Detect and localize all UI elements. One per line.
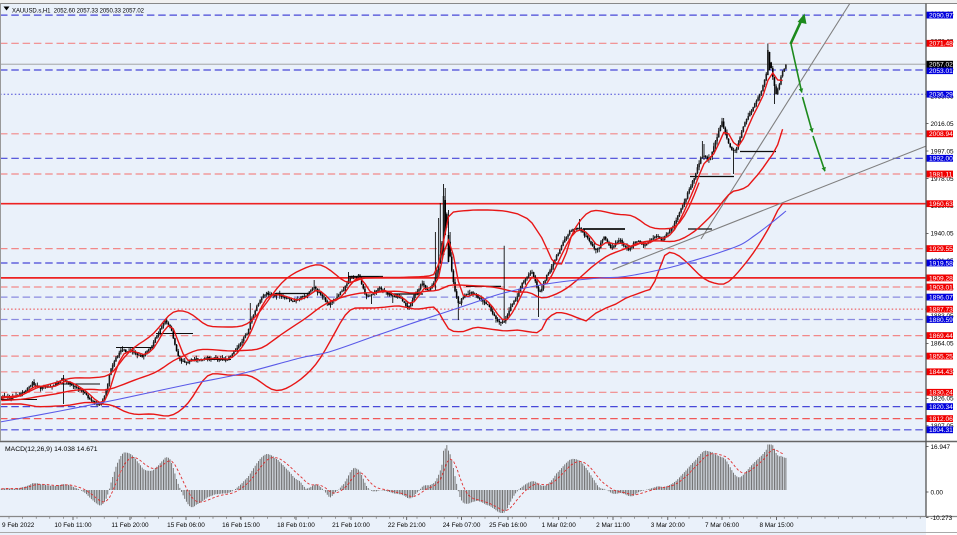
- svg-text:2008.94: 2008.94: [929, 131, 953, 138]
- svg-text:1919.58: 1919.58: [929, 260, 953, 267]
- svg-text:2016.05: 2016.05: [931, 121, 955, 128]
- svg-text:8 Mar 15:00: 8 Mar 15:00: [759, 522, 794, 529]
- svg-text:1981.11: 1981.11: [929, 171, 953, 178]
- svg-text:1960.63: 1960.63: [929, 201, 953, 208]
- svg-text:1864.05: 1864.05: [931, 341, 955, 348]
- svg-text:16 Feb 15:00: 16 Feb 15:00: [222, 522, 260, 529]
- svg-text:15 Feb 06:00: 15 Feb 06:00: [167, 522, 205, 529]
- svg-text:1830.24: 1830.24: [929, 390, 953, 397]
- svg-text:16.947: 16.947: [931, 444, 951, 451]
- svg-text:1844.43: 1844.43: [929, 369, 953, 376]
- svg-text:1855.25: 1855.25: [929, 354, 953, 361]
- svg-text:1804.31: 1804.31: [929, 427, 953, 434]
- svg-text:MACD(12,26,9) 14.038 14.671: MACD(12,26,9) 14.038 14.671: [5, 446, 98, 453]
- svg-text:24 Feb 07:00: 24 Feb 07:00: [443, 522, 481, 529]
- svg-text:1812.06: 1812.06: [929, 416, 953, 423]
- svg-text:1826.05: 1826.05: [931, 396, 955, 403]
- svg-text:XAUUSD.s,H1 2052.60 2057.33 2: XAUUSD.s,H1 2052.60 2057.33 2050.33 2057…: [12, 8, 145, 14]
- svg-text:18 Feb 01:00: 18 Feb 01:00: [277, 522, 315, 529]
- svg-text:1869.44: 1869.44: [929, 333, 953, 340]
- svg-text:22 Feb 21:00: 22 Feb 21:00: [388, 522, 426, 529]
- svg-text:1887.73: 1887.73: [929, 307, 953, 314]
- svg-text:2090.97: 2090.97: [929, 13, 953, 20]
- svg-text:2 Mar 11:00: 2 Mar 11:00: [596, 522, 630, 529]
- svg-text:2057.02: 2057.02: [929, 62, 953, 69]
- svg-text:1992.00: 1992.00: [929, 156, 953, 163]
- svg-text:2053.01: 2053.01: [929, 68, 953, 75]
- svg-text:2036.29: 2036.29: [929, 92, 953, 99]
- svg-text:1940.05: 1940.05: [931, 231, 955, 238]
- svg-text:1978.05: 1978.05: [931, 176, 955, 183]
- svg-text:1 Mar 02:00: 1 Mar 02:00: [542, 522, 577, 529]
- svg-text:25 Feb 16:00: 25 Feb 16:00: [489, 522, 527, 529]
- svg-text:2071.48: 2071.48: [929, 41, 953, 48]
- svg-text:1929.55: 1929.55: [929, 246, 953, 253]
- svg-text:9 Feb 2022: 9 Feb 2022: [2, 522, 35, 529]
- svg-text:1880.59: 1880.59: [929, 317, 953, 324]
- svg-text:21 Feb 10:00: 21 Feb 10:00: [332, 522, 370, 529]
- svg-text:-10.273: -10.273: [931, 515, 953, 522]
- svg-text:7 Mar 06:00: 7 Mar 06:00: [705, 522, 740, 529]
- svg-text:1896.07: 1896.07: [929, 295, 953, 302]
- svg-text:10 Feb 11:00: 10 Feb 11:00: [54, 522, 92, 529]
- svg-text:1820.34: 1820.34: [929, 404, 953, 411]
- svg-text:1997.05: 1997.05: [931, 148, 955, 155]
- svg-text:1909.28: 1909.28: [929, 275, 953, 282]
- svg-text:11 Feb 20:00: 11 Feb 20:00: [111, 522, 149, 529]
- svg-text:3 Mar 20:00: 3 Mar 20:00: [651, 522, 686, 529]
- svg-text:0.00: 0.00: [931, 489, 944, 496]
- svg-text:1903.01: 1903.01: [929, 284, 953, 291]
